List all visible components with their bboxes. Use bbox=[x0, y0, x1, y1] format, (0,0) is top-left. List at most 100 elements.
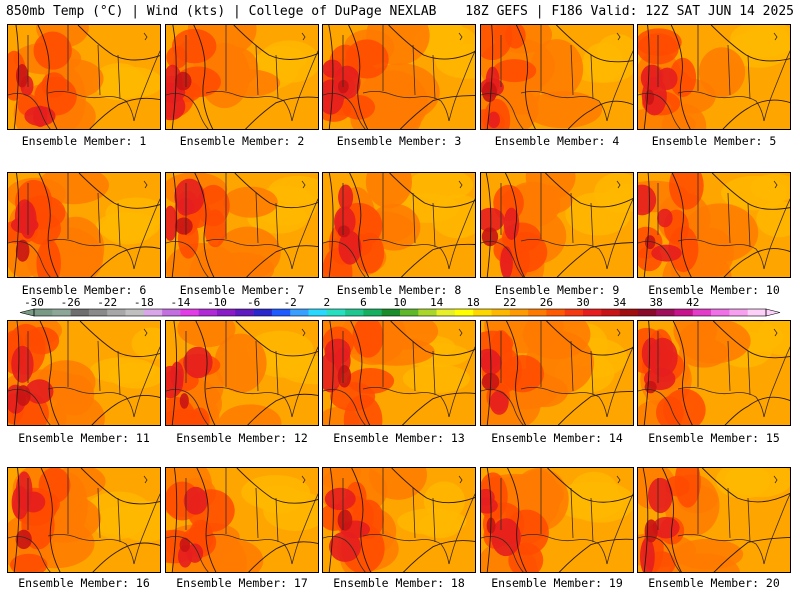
map-outline bbox=[323, 25, 475, 129]
ensemble-member-label: Ensemble Member: 2 bbox=[179, 134, 305, 148]
colorbar-tick-label: 30 bbox=[576, 296, 589, 309]
map-outline bbox=[8, 173, 160, 277]
temperature-map bbox=[8, 468, 160, 572]
contour-lines bbox=[486, 321, 633, 425]
colorbar-tick-label: 18 bbox=[467, 296, 480, 309]
ensemble-member-label: Ensemble Member: 15 bbox=[648, 431, 780, 445]
temperature-map bbox=[323, 25, 475, 129]
ensemble-member-label: Ensemble Member: 9 bbox=[494, 283, 620, 297]
ensemble-panel-6 bbox=[7, 172, 161, 278]
colorbar-tick-label: 10 bbox=[393, 296, 406, 309]
ensemble-member-label: Ensemble Member: 7 bbox=[179, 283, 305, 297]
colorbar-tick-label: 42 bbox=[686, 296, 699, 309]
ensemble-panel-14 bbox=[480, 320, 634, 426]
map-outline bbox=[8, 25, 160, 129]
ensemble-panel-19 bbox=[480, 467, 634, 573]
colorbar-swatch bbox=[180, 309, 199, 316]
colorbar-swatch bbox=[52, 309, 71, 316]
colorbar-tick-label: -30 bbox=[24, 296, 44, 309]
colorbar-tick-label: -2 bbox=[284, 296, 297, 309]
colorbar-swatch bbox=[436, 309, 456, 316]
colorbar-tick-label: -14 bbox=[170, 296, 190, 309]
contour-lines bbox=[171, 321, 318, 425]
contour-lines bbox=[486, 468, 633, 572]
colorbar-swatch bbox=[400, 309, 419, 316]
colorbar-swatch bbox=[107, 309, 126, 316]
ensemble-panel-17 bbox=[165, 467, 319, 573]
ensemble-member-label: Ensemble Member: 11 bbox=[18, 431, 150, 445]
ensemble-panel-11 bbox=[7, 320, 161, 426]
map-outline bbox=[481, 173, 633, 277]
colorbar-swatch bbox=[345, 309, 364, 316]
ensemble-member-label: Ensemble Member: 3 bbox=[336, 134, 462, 148]
ensemble-panel-18 bbox=[322, 467, 476, 573]
temperature-colorbar: -30 -26 -22 -18 -14 -10 -6 -2 2 6 10 14 18 22 26 30 34 38… bbox=[19, 296, 781, 317]
colorbar-swatch bbox=[509, 309, 529, 316]
temperature-map bbox=[8, 321, 160, 425]
colorbar-swatch bbox=[217, 309, 236, 316]
temperature-map bbox=[638, 321, 790, 425]
colorbar-swatch bbox=[637, 309, 657, 316]
map-outline bbox=[638, 321, 790, 425]
map-outline bbox=[323, 173, 475, 277]
ensemble-member-label: Ensemble Member: 16 bbox=[18, 576, 150, 590]
ensemble-member-label: Ensemble Member: 10 bbox=[648, 283, 780, 297]
temperature-map bbox=[166, 25, 318, 129]
temperature-map bbox=[638, 25, 790, 129]
ensemble-member-label: Ensemble Member: 20 bbox=[648, 576, 780, 590]
map-outline bbox=[481, 468, 633, 572]
colorbar-tick-label: 34 bbox=[613, 296, 627, 309]
colorbar-tick-label: -26 bbox=[61, 296, 81, 309]
temperature-map bbox=[481, 25, 633, 129]
colorbar-swatch bbox=[125, 309, 145, 316]
ensemble-member-label: Ensemble Member: 19 bbox=[491, 576, 623, 590]
colorbar-swatch bbox=[729, 309, 748, 316]
map-outline bbox=[8, 468, 160, 572]
colorbar-swatch bbox=[308, 309, 328, 316]
map-outline bbox=[638, 468, 790, 572]
temperature-map bbox=[8, 173, 160, 277]
colorbar-tick-label: 26 bbox=[540, 296, 553, 309]
contour-lines bbox=[642, 468, 790, 572]
temperature-map bbox=[638, 468, 790, 572]
colorbar-swatch bbox=[619, 309, 639, 316]
ensemble-member-label: Ensemble Member: 17 bbox=[176, 576, 308, 590]
contour-lines bbox=[171, 25, 318, 129]
contour-lines bbox=[328, 25, 475, 129]
ensemble-panel-5 bbox=[637, 24, 791, 130]
colorbar-swatch bbox=[271, 309, 291, 316]
colorbar-tick-label: 22 bbox=[503, 296, 516, 309]
colorbar-swatch bbox=[528, 309, 547, 316]
colorbar-tick-label: -22 bbox=[97, 296, 117, 309]
contour-lines bbox=[486, 25, 633, 129]
contour-lines bbox=[328, 468, 475, 572]
colorbar-swatch bbox=[546, 309, 565, 316]
map-outline bbox=[166, 173, 318, 277]
contour-lines bbox=[643, 25, 790, 129]
colorbar-swatch bbox=[381, 309, 401, 316]
colorbar-swatch bbox=[363, 309, 382, 316]
ensemble-panel-15 bbox=[637, 320, 791, 426]
colorbar-tick-label: -6 bbox=[247, 296, 260, 309]
map-outline bbox=[8, 321, 160, 425]
colorbar-swatch bbox=[326, 309, 346, 316]
ensemble-member-label: Ensemble Member: 18 bbox=[333, 576, 465, 590]
colorbar-swatch bbox=[162, 309, 181, 316]
temperature-map bbox=[166, 468, 318, 572]
ensemble-panel-7 bbox=[165, 172, 319, 278]
map-outline bbox=[166, 468, 318, 572]
contour-lines bbox=[13, 173, 160, 277]
colorbar-swatch bbox=[473, 309, 492, 316]
contour-lines bbox=[643, 173, 790, 277]
colorbar-swatch bbox=[70, 309, 90, 316]
contour-lines bbox=[485, 173, 633, 277]
ensemble-member-label: Ensemble Member: 8 bbox=[336, 283, 462, 297]
colorbar-tick-label: 14 bbox=[430, 296, 444, 309]
ensemble-panel-12 bbox=[165, 320, 319, 426]
map-title: 850mb Temp (°C) | Wind (kts) | College o… bbox=[6, 4, 437, 19]
colorbar-swatch bbox=[454, 309, 474, 316]
map-outline bbox=[638, 173, 790, 277]
map-outline bbox=[481, 25, 633, 129]
colorbar-tick-label: 38 bbox=[650, 296, 663, 309]
temperature-map bbox=[481, 173, 633, 277]
